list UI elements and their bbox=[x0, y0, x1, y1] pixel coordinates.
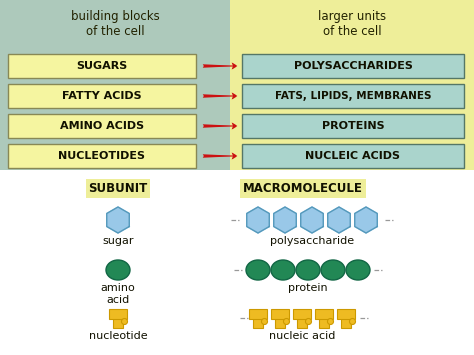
Text: amino
acid: amino acid bbox=[100, 283, 136, 305]
Circle shape bbox=[262, 318, 267, 324]
Ellipse shape bbox=[296, 260, 320, 280]
Text: polysaccharide: polysaccharide bbox=[270, 236, 354, 246]
Polygon shape bbox=[274, 207, 296, 233]
Text: FATTY ACIDS: FATTY ACIDS bbox=[62, 91, 142, 101]
Text: protein: protein bbox=[288, 283, 328, 293]
Text: AMINO ACIDS: AMINO ACIDS bbox=[60, 121, 144, 131]
Bar bbox=[0, 0, 230, 170]
FancyBboxPatch shape bbox=[297, 317, 307, 328]
FancyBboxPatch shape bbox=[242, 84, 464, 108]
Circle shape bbox=[306, 318, 311, 324]
Circle shape bbox=[349, 318, 356, 324]
FancyBboxPatch shape bbox=[275, 317, 285, 328]
Text: larger units
of the cell: larger units of the cell bbox=[318, 10, 386, 38]
Ellipse shape bbox=[246, 260, 270, 280]
FancyBboxPatch shape bbox=[271, 308, 289, 318]
FancyBboxPatch shape bbox=[242, 144, 464, 168]
FancyBboxPatch shape bbox=[253, 317, 263, 328]
Circle shape bbox=[283, 318, 290, 324]
FancyBboxPatch shape bbox=[293, 308, 311, 318]
FancyBboxPatch shape bbox=[109, 308, 127, 318]
Circle shape bbox=[121, 318, 128, 324]
Polygon shape bbox=[328, 207, 350, 233]
Text: nucleic acid: nucleic acid bbox=[269, 331, 335, 341]
Text: POLYSACCHARIDES: POLYSACCHARIDES bbox=[293, 61, 412, 71]
Circle shape bbox=[328, 318, 334, 324]
Polygon shape bbox=[301, 207, 323, 233]
FancyBboxPatch shape bbox=[319, 317, 329, 328]
FancyBboxPatch shape bbox=[8, 114, 196, 138]
Text: SUGARS: SUGARS bbox=[76, 61, 128, 71]
FancyBboxPatch shape bbox=[242, 114, 464, 138]
FancyBboxPatch shape bbox=[242, 54, 464, 78]
Ellipse shape bbox=[346, 260, 370, 280]
Polygon shape bbox=[355, 207, 377, 233]
Text: nucleotide: nucleotide bbox=[89, 331, 147, 341]
FancyBboxPatch shape bbox=[113, 317, 123, 328]
FancyBboxPatch shape bbox=[341, 317, 351, 328]
Text: SUBUNIT: SUBUNIT bbox=[88, 182, 147, 195]
Ellipse shape bbox=[106, 260, 130, 280]
Text: building blocks
of the cell: building blocks of the cell bbox=[71, 10, 159, 38]
FancyBboxPatch shape bbox=[8, 144, 196, 168]
FancyBboxPatch shape bbox=[337, 308, 355, 318]
FancyBboxPatch shape bbox=[8, 84, 196, 108]
FancyBboxPatch shape bbox=[315, 308, 333, 318]
FancyBboxPatch shape bbox=[249, 308, 267, 318]
Ellipse shape bbox=[321, 260, 345, 280]
Text: FATS, LIPIDS, MEMBRANES: FATS, LIPIDS, MEMBRANES bbox=[275, 91, 431, 101]
Ellipse shape bbox=[271, 260, 295, 280]
Text: MACROMOLECULE: MACROMOLECULE bbox=[243, 182, 363, 195]
Polygon shape bbox=[107, 207, 129, 233]
Text: NUCLEIC ACIDS: NUCLEIC ACIDS bbox=[306, 151, 401, 161]
Text: NUCLEOTIDES: NUCLEOTIDES bbox=[58, 151, 146, 161]
Text: PROTEINS: PROTEINS bbox=[322, 121, 384, 131]
Polygon shape bbox=[247, 207, 269, 233]
Bar bbox=[230, 0, 474, 170]
FancyBboxPatch shape bbox=[8, 54, 196, 78]
Text: sugar: sugar bbox=[102, 236, 134, 246]
